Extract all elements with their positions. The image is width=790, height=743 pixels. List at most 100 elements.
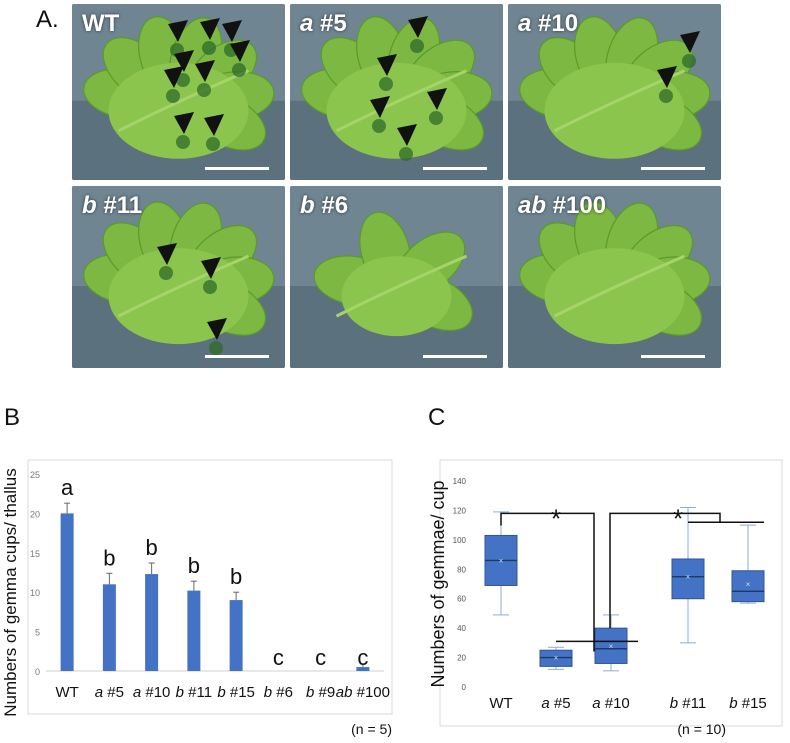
gemma-cup-arrowhead [201, 257, 221, 279]
thallus-photo: a #5 [290, 4, 503, 180]
thallus-photo: a #10 [508, 4, 721, 180]
photo-line-number: #11 [96, 192, 143, 219]
significance-letter: c [273, 645, 284, 670]
gemma-cup-arrowhead [680, 31, 700, 53]
gemma-cup-arrowhead [174, 50, 194, 72]
gemma-cup [197, 83, 211, 97]
thallus-illustration [508, 186, 721, 368]
mean-marker: × [746, 580, 751, 589]
thallus-illustration [508, 4, 721, 180]
gemma-cup [410, 39, 424, 53]
gemma-cup-arrowhead [408, 16, 428, 38]
x-tick-label: b #11 [176, 684, 212, 701]
x-tick-label: b #6 [264, 684, 293, 701]
gemma-cup [202, 41, 216, 55]
significance-letter: b [188, 553, 200, 578]
y-tick-label: 60 [457, 595, 466, 604]
thallus-body [544, 248, 685, 345]
y-tick-label: 40 [457, 624, 466, 633]
thallus-illustration [290, 186, 503, 368]
y-tick-label: 0 [462, 683, 467, 692]
scale-bar [423, 355, 487, 358]
gemma-cup-arrowhead [207, 318, 227, 340]
photo-genotype: ab [518, 192, 547, 219]
photo-genotype-label: a #10 [518, 10, 578, 38]
gemmae-per-cup-box-chart: Numbers of gemmae/ cup 0 20 40 60 80 100 120 140… [428, 459, 783, 737]
thallus-midrib [117, 69, 250, 133]
photo-genotype-label: b #11 [82, 192, 142, 220]
gemma-cup-arrowhead [427, 88, 447, 110]
gemma-cup [372, 119, 386, 133]
thallus-midrib [553, 254, 686, 318]
y-tick-label: 140 [453, 477, 467, 486]
bar [102, 584, 116, 671]
bar [229, 600, 243, 671]
panel-a-letter: A. [36, 6, 59, 33]
sample-size-note: (n = 10) [677, 721, 726, 737]
gemma-cup [659, 89, 673, 103]
y-tick-label: 80 [457, 565, 466, 574]
x-tick-label: a #10 [592, 695, 630, 712]
photo-genotype-label: WT [82, 10, 119, 38]
photo-genotype: a [518, 10, 532, 37]
photo-line-number: #6 [314, 192, 349, 219]
gemma-cup-arrowhead [157, 243, 177, 265]
scale-bar [205, 355, 269, 358]
thallus-photo: b #6 [290, 186, 503, 368]
gemma-cup [203, 280, 217, 294]
box [671, 558, 705, 600]
x-tick-label: a #5 [95, 684, 124, 701]
mean-marker: × [554, 654, 559, 663]
photo-genotype-label: a #5 [300, 10, 347, 38]
significance-letter: b [146, 535, 158, 560]
y-tick-label: 120 [453, 506, 467, 515]
sample-size-note: (n = 5) [351, 721, 392, 737]
gemma-cup [682, 54, 696, 68]
x-tick-label: WT [55, 684, 78, 701]
thallus-midrib [335, 69, 468, 133]
x-tick-label: b #15 [729, 695, 767, 712]
thallus-body [108, 248, 249, 345]
bar [60, 513, 74, 671]
y-tick-label: 100 [453, 536, 467, 545]
x-tick-label: a #5 [541, 695, 570, 712]
mean-marker: × [499, 556, 504, 565]
chart-frame [27, 459, 393, 715]
significance-bracket [500, 512, 595, 652]
significance-letter: c [357, 645, 368, 670]
photo-genotype: a [300, 10, 314, 37]
gemma-cups-bar-chart: Numbers of gemma cups/ thallus 0 5 10 15 20 25… [1, 459, 393, 737]
photo-line-number: #5 [313, 10, 347, 37]
x-tick-label: a #10 [133, 684, 171, 701]
x-tick-label: WT [489, 695, 512, 712]
gemma-cup [209, 341, 223, 355]
gemma-cup-arrowhead [377, 54, 397, 76]
gemma-cup-arrowhead [195, 60, 215, 82]
x-tick-label: b #15 [217, 684, 255, 701]
gemma-cup [176, 135, 190, 149]
thallus-body [341, 256, 452, 337]
significance-star: * [673, 503, 683, 533]
y-tick-label: 15 [30, 549, 40, 559]
y-axis-label: Numbers of gemmae/ cup [428, 480, 448, 687]
significance-letter: c [315, 645, 326, 670]
bar [145, 574, 159, 671]
bar [356, 667, 370, 671]
gemma-cup [166, 89, 180, 103]
thallus-illustration [290, 4, 503, 180]
panel-b-letter: B [4, 404, 21, 431]
x-tick-label: b #9 [306, 684, 335, 701]
photo-genotype: WT [82, 10, 120, 37]
mean-marker: × [609, 642, 614, 651]
gemma-cup [399, 147, 413, 161]
significance-letter: b [103, 545, 115, 570]
photo-line-number: #10 [531, 10, 579, 37]
thallus-illustration [72, 186, 285, 368]
gemma-cup-arrowhead [370, 96, 390, 118]
photo-line-number: #100 [546, 192, 607, 219]
photo-genotype: b [300, 192, 315, 219]
y-tick-label: 20 [457, 654, 466, 663]
gemma-cup-arrowhead [204, 114, 224, 136]
gemma-cup [379, 77, 393, 91]
bar [187, 590, 201, 671]
